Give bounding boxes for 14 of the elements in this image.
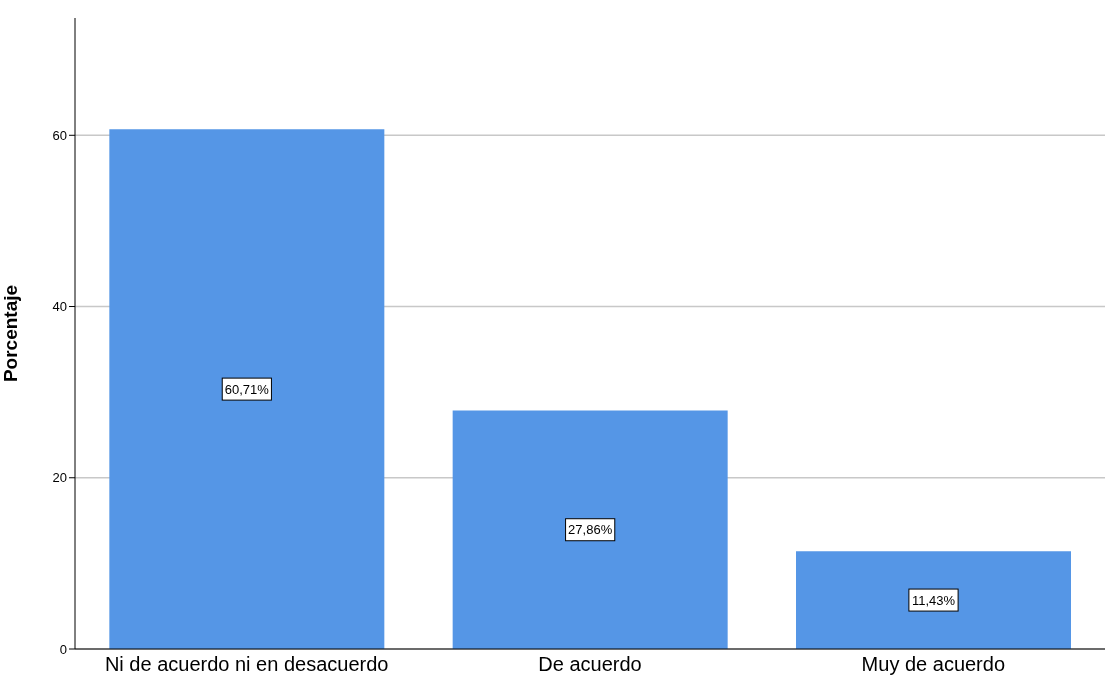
y-tick-label: 20 (52, 470, 67, 486)
y-tick-label: 60 (52, 127, 67, 143)
data-label: 27,86% (568, 522, 613, 538)
data-label: 11,43% (911, 592, 956, 608)
bar (796, 551, 1071, 649)
y-axis-title: Porcentaje (0, 284, 21, 383)
data-label: 60,71% (224, 381, 270, 397)
x-tick-label: Ni de acuerdo ni en desacuerdo (104, 653, 389, 676)
bar (452, 410, 728, 649)
x-tick-label: Muy de acuerdo (861, 653, 1006, 676)
bar (109, 129, 385, 649)
x-tick-label: De acuerdo (538, 653, 642, 676)
y-tick-label: 40 (52, 299, 67, 315)
y-tick-label: 0 (59, 641, 67, 657)
